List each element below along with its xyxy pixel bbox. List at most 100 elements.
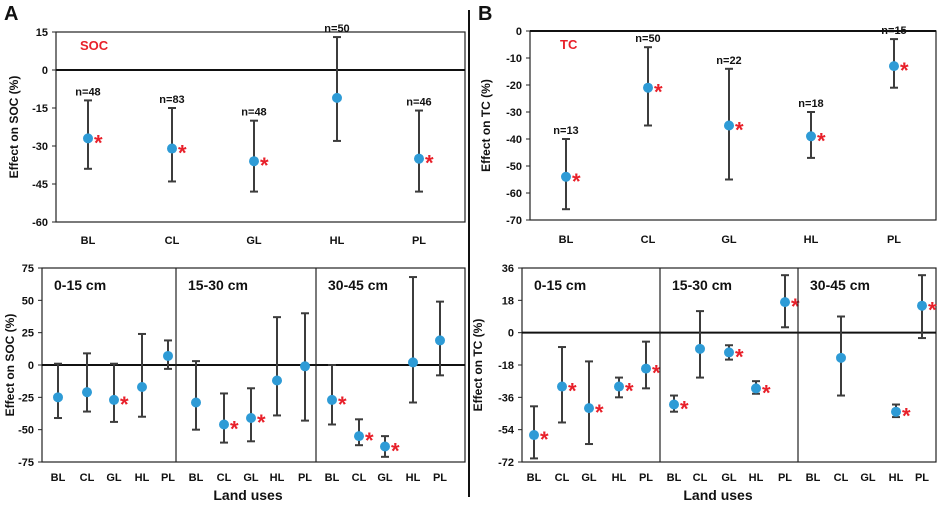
b-bottom-mean-point [669, 399, 679, 410]
b-top-significance-star: * [900, 58, 909, 83]
b-bottom-x-tick-label: HL [889, 472, 904, 484]
b-bottom-y-tick-label: -54 [498, 425, 515, 437]
a-bottom-x-tick-label: BL [189, 472, 204, 484]
a-bottom-mean-point [327, 394, 337, 405]
b-top-significance-star: * [817, 128, 826, 153]
b-top-mean-point [724, 120, 734, 131]
b-bottom-x-tick-label: BL [667, 472, 682, 484]
b-top-x-tick-label: GL [721, 234, 737, 246]
b-bottom-x-tick-label: GL [721, 472, 737, 484]
b-top-y-tick-label: -40 [506, 134, 522, 146]
a-top-plot-frame [55, 31, 466, 223]
b-top-y-tick-label: -20 [506, 80, 522, 92]
x-axis-title-left: Land uses [213, 487, 282, 503]
a-bottom-mean-point [137, 381, 147, 392]
a-bottom-x-tick-label: PL [161, 472, 175, 484]
b-bottom-mean-point [584, 403, 594, 414]
b-top-y-tick-label: -60 [506, 188, 522, 200]
a-top-mean-point [332, 92, 342, 103]
a-top-n-label: n=46 [406, 97, 431, 109]
b-bottom-x-tick-label: CL [834, 472, 849, 484]
a-bottom-x-tick-label: HL [135, 472, 150, 484]
a-top-y-tick-label: -15 [32, 103, 48, 115]
b-bottom-x-tick-label: PL [915, 472, 929, 484]
b-bottom-mean-point [557, 381, 567, 392]
b-bottom-mean-point [695, 343, 705, 354]
b-bottom-significance-star: * [928, 298, 937, 323]
b-bottom-significance-star: * [595, 400, 604, 425]
b-top-mean-point [889, 61, 899, 72]
a-bottom-mean-point [82, 387, 92, 398]
a-top-significance-star: * [178, 141, 187, 166]
b-bottom-y-axis-label: Effect on TC (%) [471, 319, 485, 412]
a-top-n-label: n=50 [324, 23, 349, 35]
b-top-y-tick-label: -50 [506, 161, 522, 173]
a-top-y-tick-label: -30 [32, 141, 48, 153]
b-top-mean-point [643, 82, 653, 93]
a-bottom-y-tick-label: -75 [18, 457, 34, 469]
a-top-significance-star: * [260, 153, 269, 178]
b-bottom-depth-label: 0-15 cm [534, 277, 586, 293]
b-bottom-y-tick-label: -36 [498, 392, 514, 404]
b-bottom-mean-point [751, 383, 761, 394]
b-bottom-plot-frame [521, 267, 937, 463]
b-bottom-significance-star: * [652, 361, 661, 386]
b-top-mean-point [561, 171, 571, 182]
a-top-y-tick-label: 15 [36, 27, 48, 39]
a-bottom-depth-label: 15-30 cm [188, 277, 248, 293]
b-bottom-mean-point [836, 352, 846, 363]
a-top-y-axis-label: Effect on SOC (%) [7, 76, 21, 179]
b-top-significance-star: * [654, 80, 663, 105]
b-bottom-mean-point [529, 430, 539, 441]
a-bottom-y-tick-label: 25 [22, 328, 34, 340]
b-top-n-label: n=15 [881, 25, 906, 37]
a-bottom-significance-star: * [257, 410, 266, 435]
b-bottom-x-tick-label: HL [749, 472, 764, 484]
a-top-mean-point [83, 133, 93, 144]
a-bottom-y-tick-label: 50 [22, 295, 34, 307]
b-bottom-x-tick-label: BL [806, 472, 821, 484]
a-top-title: SOC [80, 38, 109, 53]
b-bottom-y-tick-label: 18 [502, 295, 514, 307]
a-bottom-mean-point [408, 357, 418, 368]
b-top-x-tick-label: PL [887, 234, 901, 246]
a-top-significance-star: * [94, 130, 103, 155]
a-top-x-tick-label: PL [412, 235, 426, 247]
b-bottom-x-tick-label: CL [693, 472, 708, 484]
a-bottom-mean-point [109, 394, 119, 405]
panel-label-a: A [4, 3, 18, 25]
a-bottom-x-tick-label: GL [106, 472, 122, 484]
a-bottom-significance-star: * [338, 392, 347, 417]
a-bottom-mean-point [53, 392, 63, 403]
b-bottom-significance-star: * [625, 379, 634, 404]
b-bottom-significance-star: * [902, 404, 911, 429]
a-bottom-x-tick-label: BL [51, 472, 66, 484]
b-bottom-significance-star: * [762, 380, 771, 405]
a-bottom-y-tick-label: 75 [22, 263, 34, 275]
a-top-mean-point [249, 156, 259, 167]
a-bottom-mean-point [163, 350, 173, 361]
b-bottom-depth-label: 15-30 cm [672, 277, 732, 293]
a-bottom-x-tick-label: GL [243, 472, 259, 484]
b-bottom-significance-star: * [540, 427, 549, 452]
a-bottom-significance-star: * [365, 428, 374, 453]
a-top-y-tick-label: -45 [32, 179, 48, 191]
b-top-x-tick-label: CL [641, 234, 656, 246]
b-bottom-mean-point [780, 297, 790, 308]
a-bottom-significance-star: * [120, 392, 129, 417]
b-bottom-y-tick-label: 36 [502, 263, 514, 275]
a-top-y-tick-label: -60 [32, 217, 48, 229]
panel-label-b: B [478, 3, 492, 25]
a-bottom-depth-label: 0-15 cm [54, 277, 106, 293]
b-top-significance-star: * [735, 118, 744, 143]
a-top-n-label: n=48 [241, 107, 266, 119]
b-top-y-tick-label: -30 [506, 107, 522, 119]
b-bottom-x-tick-label: HL [612, 472, 627, 484]
b-bottom-x-tick-label: PL [778, 472, 792, 484]
b-top-y-axis-label: Effect on TC (%) [479, 79, 493, 172]
a-bottom-significance-star: * [391, 438, 400, 463]
a-bottom-y-tick-label: 0 [28, 360, 34, 372]
b-top-title: TC [560, 37, 578, 52]
a-top-n-label: n=48 [75, 86, 100, 98]
a-bottom-mean-point [300, 361, 310, 372]
